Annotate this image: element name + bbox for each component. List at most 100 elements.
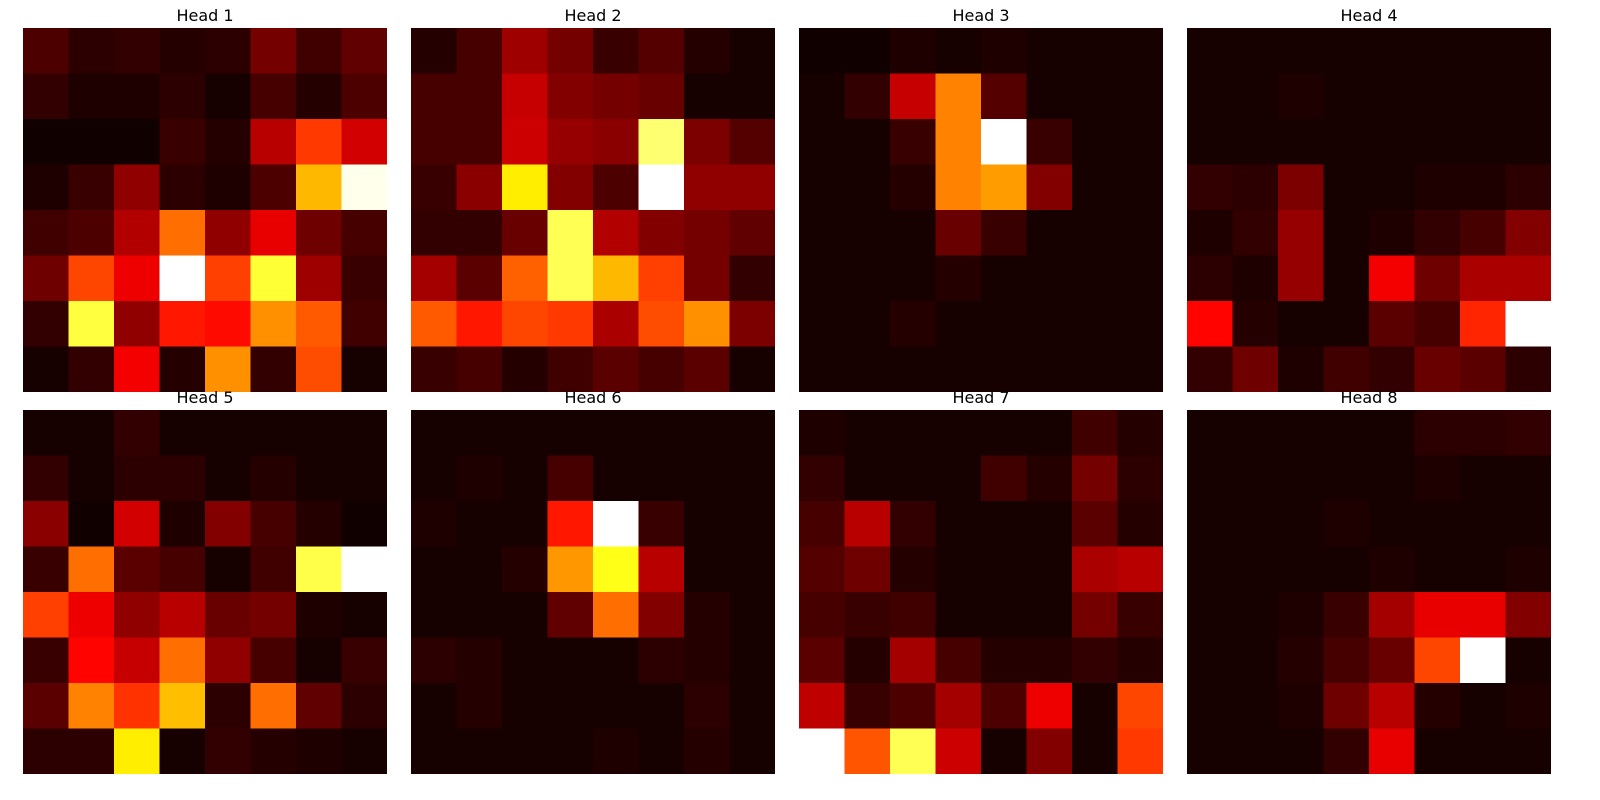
heatmap-cell: [684, 73, 731, 120]
heatmap-cell: [890, 728, 937, 774]
heatmap-cell: [456, 410, 503, 457]
heatmap-cell: [844, 301, 891, 348]
heatmap-1: [23, 28, 387, 392]
heatmap-cell: [250, 546, 297, 593]
heatmap-cell: [935, 455, 982, 502]
heatmap-cell: [411, 637, 458, 684]
heatmap-cell: [1187, 637, 1234, 684]
heatmap-cell: [250, 637, 297, 684]
heatmap-cell: [684, 410, 731, 457]
heatmap-cell: [799, 546, 846, 593]
heatmap-cell: [935, 255, 982, 302]
heatmap-cell: [456, 164, 503, 211]
heatmap-cell: [1505, 346, 1551, 392]
heatmap-cell: [1505, 501, 1551, 548]
heatmap-cell: [1369, 455, 1416, 502]
heatmap-cell: [1072, 501, 1119, 548]
heatmap-cell: [1232, 592, 1279, 639]
heatmap-cell: [1072, 728, 1119, 774]
heatmap-cell: [1460, 73, 1507, 120]
heatmap-cell: [456, 592, 503, 639]
heatmap-cell: [1323, 73, 1370, 120]
heatmap-cell: [502, 455, 549, 502]
heatmap-cell: [935, 28, 982, 75]
heatmap-cell: [1278, 592, 1325, 639]
heatmap-cell: [799, 255, 846, 302]
heatmap-cell: [1117, 546, 1163, 593]
heatmap-cell: [23, 683, 70, 730]
heatmap-cell: [593, 728, 640, 774]
heatmap-cell: [1117, 410, 1163, 457]
heatmap-cell: [159, 592, 206, 639]
heatmap-cell: [296, 592, 343, 639]
heatmap-cell: [250, 119, 297, 166]
heatmap-cell: [844, 546, 891, 593]
heatmap-cell: [593, 410, 640, 457]
heatmap-cell: [68, 28, 115, 75]
heatmap-cell: [799, 119, 846, 166]
heatmap-cell: [729, 637, 775, 684]
heatmap-cell: [1187, 410, 1234, 457]
heatmap-cell: [1232, 728, 1279, 774]
heatmap-cell: [799, 28, 846, 75]
heatmap-cell: [1117, 455, 1163, 502]
heatmap-cell: [502, 164, 549, 211]
heatmap-cell: [638, 592, 685, 639]
heatmap-cell: [1232, 410, 1279, 457]
heatmap-cell: [68, 592, 115, 639]
heatmap-cell: [1187, 501, 1234, 548]
heatmap-cell: [890, 73, 937, 120]
heatmap-cell: [1187, 728, 1234, 774]
heatmap-cell: [1460, 255, 1507, 302]
heatmap-cell: [1414, 210, 1461, 257]
heatmap-cell: [502, 255, 549, 302]
heatmap-cell: [1505, 255, 1551, 302]
heatmap-cell: [296, 119, 343, 166]
heatmap-cell: [341, 410, 387, 457]
heatmap-cell: [1278, 164, 1325, 211]
heatmap-cell: [411, 683, 458, 730]
heatmap-cell: [1414, 637, 1461, 684]
heatmap-cell: [684, 28, 731, 75]
heatmap-cell: [23, 301, 70, 348]
heatmap-cell: [159, 119, 206, 166]
heatmap-cell: [890, 119, 937, 166]
heatmap-cell: [981, 410, 1028, 457]
heatmap-cell: [68, 410, 115, 457]
heatmap-cell: [1026, 210, 1073, 257]
heatmap-cell: [250, 255, 297, 302]
heatmap-cell: [250, 455, 297, 502]
heatmap-cell: [23, 255, 70, 302]
heatmap-cell: [250, 164, 297, 211]
heatmap-cell: [1505, 683, 1551, 730]
heatmap-cell: [114, 592, 161, 639]
heatmap-cell: [1026, 455, 1073, 502]
heatmap-cell: [935, 637, 982, 684]
heatmap-cell: [23, 592, 70, 639]
heatmap-cell: [1414, 119, 1461, 166]
heatmap-cell: [1278, 346, 1325, 392]
heatmap-cell: [935, 501, 982, 548]
heatmap-cell: [250, 501, 297, 548]
heatmap-cell: [890, 410, 937, 457]
heatmap-cell: [1117, 501, 1163, 548]
heatmap-cell: [1187, 119, 1234, 166]
heatmap-cell: [638, 455, 685, 502]
panel-title: Head 2: [564, 6, 622, 25]
heatmap-cell: [1323, 119, 1370, 166]
heatmap-cell: [205, 637, 252, 684]
heatmap-cell: [341, 119, 387, 166]
heatmap-cell: [1187, 346, 1234, 392]
heatmap-cell: [844, 410, 891, 457]
heatmap-cell: [684, 210, 731, 257]
heatmap-cell: [1278, 637, 1325, 684]
heatmap-cell: [456, 119, 503, 166]
heatmap-cell: [205, 346, 252, 392]
heatmap-cell: [205, 546, 252, 593]
heatmap-cell: [114, 210, 161, 257]
heatmap-cell: [1414, 592, 1461, 639]
heatmap-cell: [341, 255, 387, 302]
heatmap-cell: [1187, 546, 1234, 593]
heatmap-cell: [23, 501, 70, 548]
